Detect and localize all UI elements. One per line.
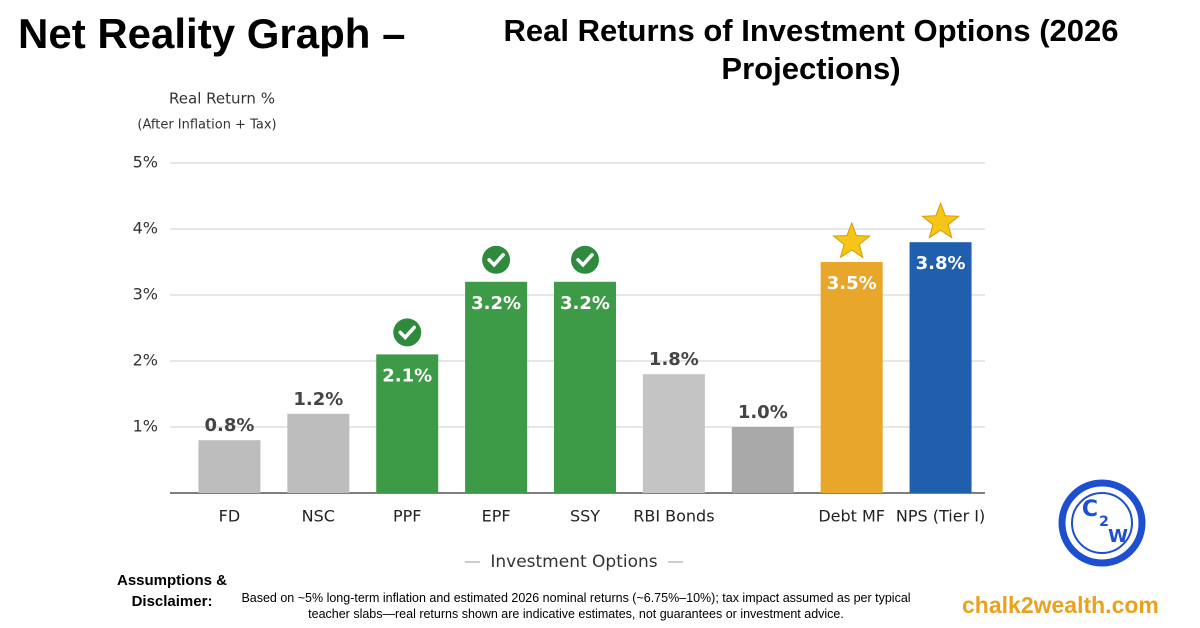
x-tick-label: FD: [219, 507, 241, 526]
footer-text: Based on ~5% long-term inflation and est…: [241, 591, 911, 621]
value-label: 3.5%: [827, 273, 877, 294]
bar: [820, 262, 883, 493]
y-tick-label: 1%: [133, 417, 158, 436]
value-label: 0.8%: [204, 415, 254, 436]
check-icon: [487, 253, 505, 268]
logo-letter: W: [1108, 526, 1128, 547]
check-icon: [576, 253, 594, 268]
check-icon: [398, 325, 416, 340]
bar: [198, 440, 261, 493]
bar: [731, 427, 794, 493]
y-tick-label: 2%: [133, 351, 158, 370]
chart-subtitle: Real Returns of Investment Options (2026…: [503, 13, 1119, 86]
x-tick-label: NSC: [302, 507, 335, 526]
value-label: 1.2%: [293, 389, 343, 410]
x-tick-label: SSY: [570, 507, 600, 526]
x-tick-label: NPS (Tier I): [896, 507, 985, 526]
y-axis-note: (After Inflation + Tax): [137, 118, 276, 133]
value-label: 1.0%: [738, 402, 788, 423]
x-tick-label: PPF: [393, 507, 422, 526]
footer-heading: Assumptions & Disclaimer:: [116, 572, 227, 610]
y-tick-label: 3%: [133, 285, 158, 304]
check-icon: [571, 245, 599, 274]
value-label: 3.2%: [471, 293, 521, 314]
bar: [376, 354, 439, 493]
logo: C 2 W: [1058, 479, 1146, 567]
bar: [287, 413, 350, 493]
logo-letter: 2: [1099, 514, 1109, 530]
check-icon: [482, 245, 511, 274]
bar: [554, 281, 616, 493]
y-axis-label: Real Return %: [169, 90, 275, 108]
logo-ring: [1058, 479, 1146, 567]
star-icon: [921, 201, 960, 239]
x-tick-label: EPF: [482, 507, 511, 526]
logo-ring: [1071, 492, 1133, 554]
value-label: 2.1%: [382, 365, 432, 386]
x-axis-label: Investment Options: [490, 552, 657, 572]
y-tick-label: 5%: [133, 153, 158, 172]
bar: [909, 242, 972, 493]
value-label: 3.2%: [560, 293, 610, 314]
x-tick-label: RBI Bonds: [633, 507, 714, 526]
chart-title: Net Reality Graph –: [18, 10, 406, 57]
value-label: 1.8%: [649, 349, 699, 370]
brand: chalk2wealth.com: [962, 592, 1159, 618]
bar: [465, 281, 528, 493]
y-tick-label: 4%: [133, 219, 158, 238]
value-label: 3.8%: [916, 253, 966, 274]
x-tick-label: Debt MF: [818, 507, 885, 526]
star-icon: [832, 221, 872, 259]
logo-letter: C: [1082, 497, 1098, 522]
bar: [642, 374, 705, 493]
check-icon: [393, 318, 422, 347]
